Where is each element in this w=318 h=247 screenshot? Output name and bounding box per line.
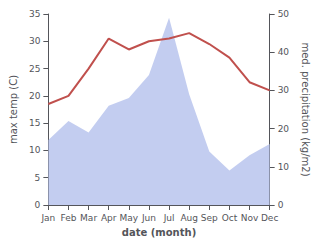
svg-text:35: 35 (29, 9, 40, 19)
svg-text:20: 20 (278, 124, 290, 134)
svg-text:May: May (120, 213, 139, 223)
svg-text:Nov: Nov (241, 213, 259, 223)
svg-text:25: 25 (29, 64, 40, 74)
svg-text:30: 30 (278, 85, 290, 95)
svg-text:40: 40 (278, 47, 290, 57)
svg-text:10: 10 (278, 162, 290, 172)
svg-text:15: 15 (29, 118, 40, 128)
svg-text:Aug: Aug (180, 213, 198, 223)
svg-text:Dec: Dec (261, 213, 278, 223)
svg-text:5: 5 (35, 173, 41, 183)
svg-text:Sep: Sep (201, 213, 218, 223)
svg-text:med. precipitation (kg/m2): med. precipitation (kg/m2) (300, 42, 311, 176)
svg-text:Jul: Jul (163, 213, 175, 223)
svg-text:Apr: Apr (101, 213, 117, 223)
svg-text:Jun: Jun (141, 213, 156, 223)
svg-text:Feb: Feb (61, 213, 77, 223)
svg-text:0: 0 (35, 200, 41, 210)
svg-text:10: 10 (29, 145, 41, 155)
svg-text:max temp (C): max temp (C) (8, 75, 19, 144)
svg-text:date (month): date (month) (122, 227, 196, 238)
svg-text:Jan: Jan (40, 213, 55, 223)
svg-text:0: 0 (278, 200, 284, 210)
svg-text:50: 50 (278, 9, 290, 19)
svg-text:Mar: Mar (80, 213, 97, 223)
svg-text:Oct: Oct (222, 213, 238, 223)
svg-text:30: 30 (29, 36, 41, 46)
svg-text:20: 20 (29, 91, 41, 101)
